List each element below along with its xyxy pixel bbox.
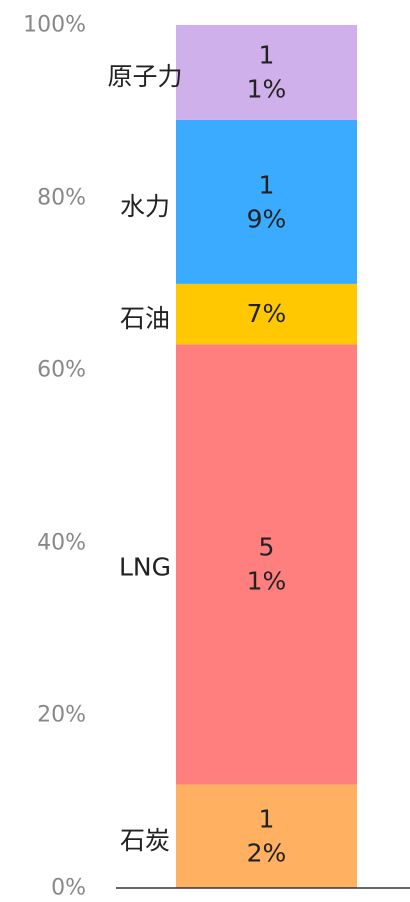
y-tick-label: 60% — [37, 357, 86, 383]
bar-segment — [176, 344, 357, 785]
bar-segment — [176, 283, 357, 345]
series-label: 石炭 — [119, 826, 171, 856]
series-label: 水力 — [119, 191, 171, 221]
y-tick-label: 40% — [37, 530, 86, 556]
series-label: 原子力 — [107, 62, 183, 92]
y-tick-label: 20% — [37, 702, 86, 728]
data-label: 11% — [246, 40, 287, 104]
bar-segment — [176, 784, 357, 888]
data-label: 7% — [246, 299, 287, 329]
data-label: 19% — [246, 170, 287, 233]
y-tick-label: 80% — [37, 185, 86, 211]
y-tick-label: 100% — [23, 12, 86, 38]
bar-segment — [176, 119, 357, 284]
y-tick-label: 0% — [51, 875, 86, 901]
series-label: 石油 — [119, 304, 171, 334]
series-label: LNG — [118, 552, 172, 582]
bar-segment — [176, 25, 357, 120]
data-label: 51% — [246, 532, 287, 596]
data-label: 12% — [246, 804, 287, 868]
